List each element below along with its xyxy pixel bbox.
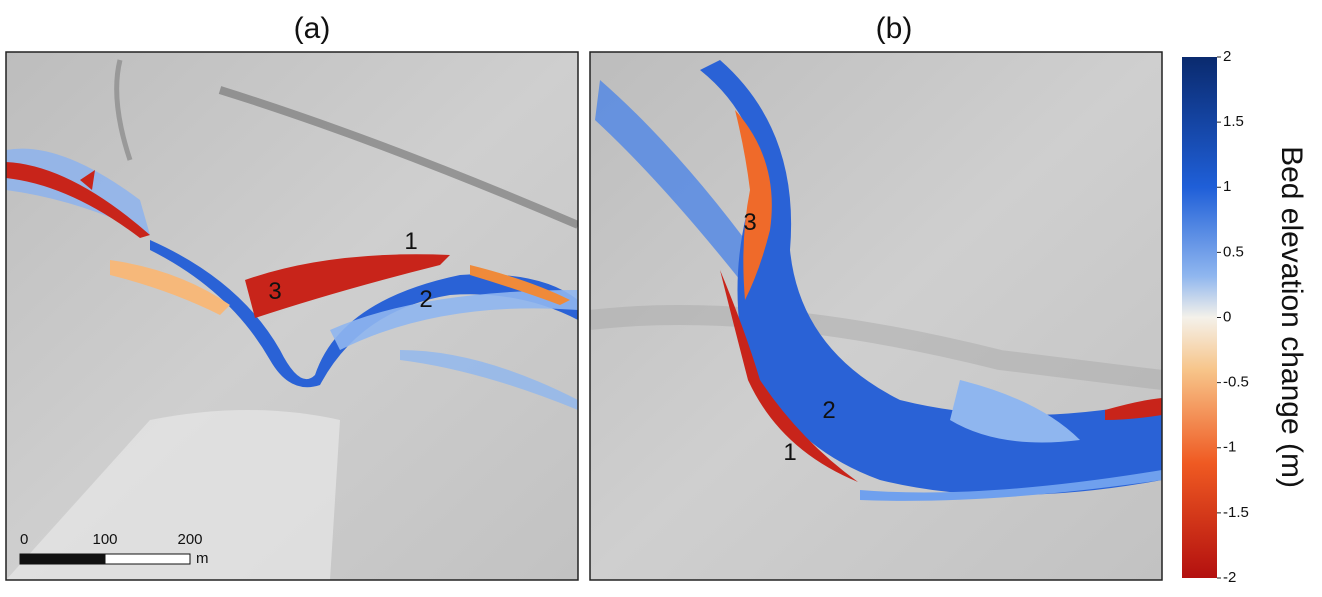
colorbar-tick-label: 0.5 [1223, 243, 1244, 260]
colorbar-tick-label: -1.5 [1223, 504, 1249, 521]
feature-label: 3 [743, 209, 756, 236]
colorbar-tick-label: -2 [1223, 569, 1236, 586]
scale-label: 0 [20, 531, 28, 548]
feature-label: 3 [268, 278, 281, 305]
panel-title: (a) [294, 12, 331, 45]
scale-segment [20, 554, 105, 564]
scale-label: 100 [92, 531, 117, 548]
colorbar-tick-label: 1 [1223, 178, 1231, 195]
colorbar-ticks: 2 1.5 1 0.5 0 -0.5 -1 -1.5 -2 [1217, 48, 1249, 586]
colorbar-tick-label: 0 [1223, 308, 1231, 325]
scale-label: 200 [177, 531, 202, 548]
colorbar-tick-label: -1 [1223, 439, 1236, 456]
feature-label: 1 [783, 439, 796, 466]
colorbar-tick-label: 1.5 [1223, 113, 1244, 130]
map-a [6, 52, 578, 580]
scale-unit: m [196, 550, 209, 567]
panel-title: (b) [876, 12, 913, 45]
colorbar-tick-label: -0.5 [1223, 374, 1249, 391]
colorbar-title: Bed elevation change (m) [1275, 146, 1308, 488]
feature-label: 2 [419, 286, 432, 313]
scale-segment [105, 554, 190, 564]
colorbar [1182, 57, 1217, 578]
colorbar-tick-label: 2 [1223, 48, 1231, 65]
feature-label: 2 [822, 397, 835, 424]
map-b [590, 52, 1162, 580]
feature-label: 1 [404, 228, 417, 255]
figure: (a) (b) 1 2 3 0 100 200 m 3 2 1 2 1.5 1 0.5 0 -… [0, 0, 1322, 592]
